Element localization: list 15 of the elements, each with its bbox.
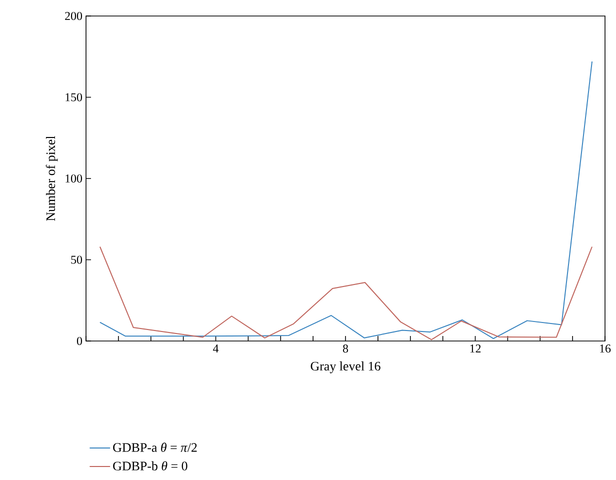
y-tick-label: 150 (66, 93, 82, 102)
y-axis-title: Number of pixel (46, 136, 58, 221)
line-series (99, 61, 593, 340)
legend-label: GDBP-a θ = π/2 (113, 442, 197, 452)
y-tick-label: 0 (76, 336, 82, 346)
x-axis-title: Gray level 16 (310, 361, 380, 374)
x-tick-label: 16 (600, 344, 611, 353)
y-tick-label: 50 (71, 256, 82, 264)
line-series (99, 246, 593, 340)
y-tick-label: 200 (65, 12, 82, 20)
y-tick-label: 100 (66, 174, 82, 183)
legend-label: GDBP-b θ = 0 (113, 461, 188, 470)
x-tick-label: 8 (342, 344, 348, 353)
x-tick-label: 12 (470, 344, 481, 352)
x-tick-label: 4 (213, 344, 219, 352)
